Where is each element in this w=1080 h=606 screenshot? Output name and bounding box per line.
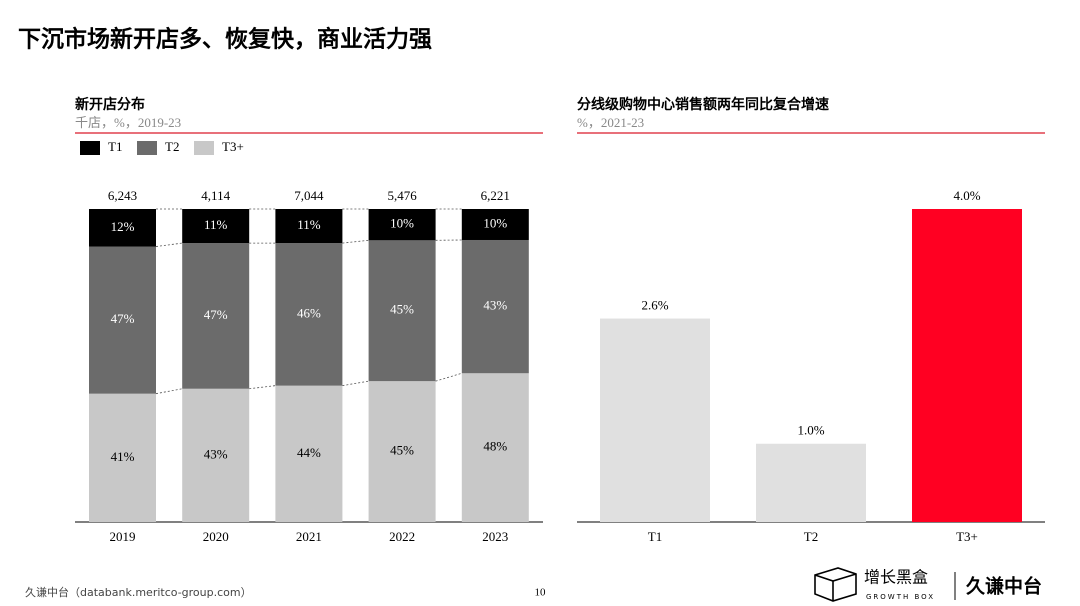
legend-label: T1 (108, 139, 122, 154)
value-label: 4.0% (953, 188, 980, 203)
bar (600, 318, 710, 522)
value-label: 47% (111, 311, 135, 326)
legend-swatch (137, 141, 157, 155)
total-label: 6,221 (481, 188, 510, 203)
legend-label: T3+ (222, 139, 244, 154)
value-label: 10% (390, 216, 414, 231)
connector (342, 380, 369, 387)
chart-title: 分线级购物中心销售额两年同比复合增速 (577, 96, 829, 113)
value-label: 43% (204, 446, 228, 461)
bar-segment (275, 209, 343, 244)
bar-segment (368, 209, 436, 241)
value-label: 43% (483, 298, 507, 313)
bar-segment (461, 373, 529, 522)
total-label: 5,476 (387, 188, 417, 203)
chart-subtitle: %，2021-23 (577, 115, 644, 130)
x-tick-label: 2021 (296, 529, 322, 544)
bar (756, 443, 866, 522)
bar-segment (275, 243, 343, 386)
bar-segment (182, 209, 250, 244)
bar-segment (89, 246, 156, 394)
connector (155, 388, 183, 395)
value-label: 2.6% (641, 298, 668, 313)
connector (342, 239, 369, 244)
total-label: 4,114 (201, 188, 230, 203)
value-label: 11% (204, 217, 228, 232)
x-tick-label: T2 (804, 529, 818, 544)
x-tick-label: 2022 (389, 529, 415, 544)
x-tick-label: T1 (648, 529, 662, 544)
value-label: 12% (111, 219, 135, 234)
chart-subtitle: 千店，%，2019-23 (75, 115, 181, 130)
value-label: 47% (204, 307, 228, 322)
value-label: 10% (483, 215, 507, 230)
bar-segment (368, 240, 436, 382)
value-label: 45% (390, 443, 414, 458)
page-number: 10 (535, 587, 547, 599)
footer-source: 久谦中台（databank.meritco-group.com） (25, 585, 252, 599)
slide-title: 下沉市场新开店多、恢复快，商业活力强 (18, 26, 432, 53)
logo-brand-en: GROWTH BOX (866, 593, 935, 601)
bar-segment (461, 209, 529, 240)
x-tick-label: 2019 (110, 529, 136, 544)
bar-segment (275, 385, 343, 522)
logo-brand: 增长黑盒 (864, 568, 928, 587)
bar (912, 209, 1022, 522)
value-label: 1.0% (797, 423, 824, 438)
total-label: 7,044 (294, 188, 324, 203)
value-label: 46% (297, 305, 321, 320)
value-label: 44% (297, 445, 321, 460)
connector (435, 372, 462, 382)
legend-swatch (80, 141, 100, 155)
value-label: 11% (297, 217, 321, 232)
value-label: 48% (483, 439, 507, 454)
value-label: 41% (111, 449, 135, 464)
value-label: 45% (390, 302, 414, 317)
x-tick-label: T3+ (956, 529, 978, 544)
total-label: 6,243 (108, 188, 137, 203)
chart-title: 新开店分布 (75, 96, 145, 113)
legend-swatch (194, 141, 214, 155)
bar-segment (89, 393, 156, 522)
bar-segment (461, 239, 529, 374)
legend-label: T2 (165, 139, 179, 154)
logo-name: 久谦中台 (966, 575, 1042, 598)
connector (155, 242, 183, 247)
bar-segment (182, 243, 250, 389)
logo-icon (814, 567, 857, 602)
x-tick-label: 2023 (482, 529, 508, 544)
connector (249, 385, 276, 390)
bar-segment (368, 381, 436, 522)
x-tick-label: 2020 (203, 529, 229, 544)
bar-segment (182, 388, 250, 522)
bar-segment (89, 209, 156, 247)
